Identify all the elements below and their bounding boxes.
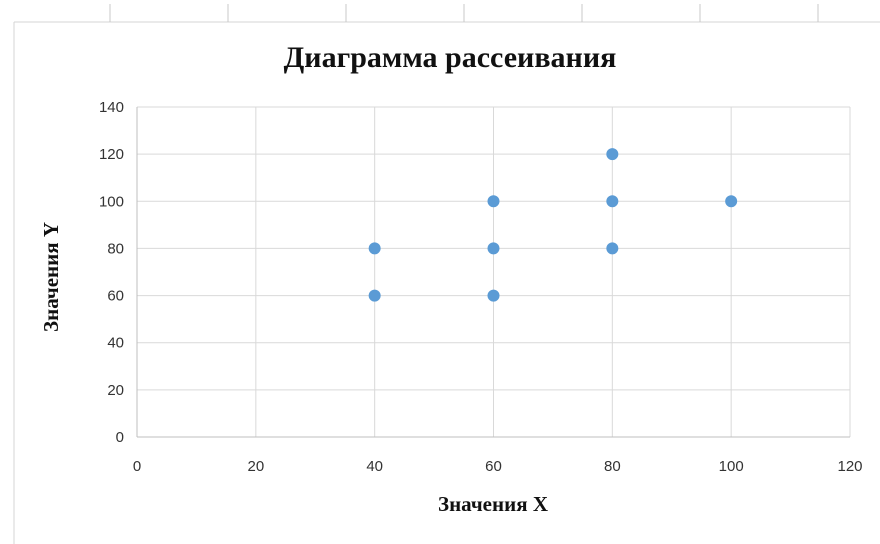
x-tick-label: 0 [133,458,141,475]
data-point [368,289,381,302]
data-point [606,148,619,161]
y-tick-label: 40 [107,335,124,352]
gridlines [137,106,851,437]
x-tick-label: 20 [247,458,264,475]
data-point [606,242,619,255]
data-point [606,195,619,208]
chart-title: Диаграмма рассеивания [284,41,617,74]
y-tick-label: 80 [107,240,124,257]
y-tick-label: 100 [99,193,124,210]
data-point [487,289,500,302]
data-point [487,195,500,208]
y-tick-label: 20 [107,382,124,399]
data-point [487,242,500,255]
axes [136,107,850,438]
x-tick-labels: 0 20 40 60 80 100 120 [133,458,863,475]
x-tick-label: 120 [837,458,862,475]
x-tick-label: 100 [719,458,744,475]
y-axis-title: Значения Y [39,222,63,332]
y-tick-label: 140 [99,99,124,116]
y-tick-labels: 0 20 40 60 80 100 120 140 [99,99,124,446]
y-tick-label: 120 [99,146,124,163]
sheet-edges [13,4,880,544]
data-points [368,148,738,302]
x-tick-label: 40 [366,458,383,475]
data-point [368,242,381,255]
x-axis-title: Значения X [438,492,548,516]
data-point [725,195,738,208]
y-tick-label: 60 [107,288,124,305]
y-tick-label: 0 [116,429,124,446]
x-tick-label: 60 [485,458,502,475]
x-tick-label: 80 [604,458,621,475]
